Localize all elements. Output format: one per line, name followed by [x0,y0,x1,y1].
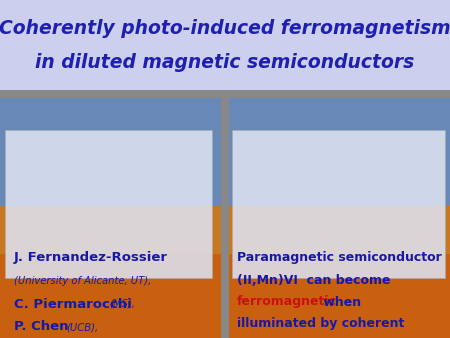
Bar [221,98,229,338]
Text: illuminated by coherent: illuminated by coherent [237,317,405,331]
Text: (University of Alicante, UT),: (University of Alicante, UT), [14,276,151,286]
Text: J. Fernandez-Rossier: J. Fernandez-Rossier [14,251,168,265]
Text: Coherently photo-induced ferromagnetism: Coherently photo-induced ferromagnetism [0,19,450,38]
Text: (UCB),: (UCB), [66,322,98,332]
Text: Paramagnetic semiconductor: Paramagnetic semiconductor [237,251,442,265]
Bar [0,90,450,98]
Text: ferromagnetic: ferromagnetic [237,295,337,309]
Bar [5,130,212,278]
Text: C. Piermarocchi: C. Piermarocchi [14,297,136,311]
Text: in diluted magnetic semiconductors: in diluted magnetic semiconductors [36,52,414,72]
Text: P. Chen: P. Chen [14,320,73,334]
Text: (MS),: (MS), [109,299,135,309]
Bar [0,0,450,90]
Bar [229,254,450,338]
Bar [0,206,221,254]
Bar [229,98,450,206]
Text: (II,Mn)VI  can become: (II,Mn)VI can become [237,273,391,287]
Bar [229,206,450,254]
Bar [0,254,221,338]
Bar [0,98,221,206]
Bar [232,130,445,278]
Text: when: when [319,295,361,309]
